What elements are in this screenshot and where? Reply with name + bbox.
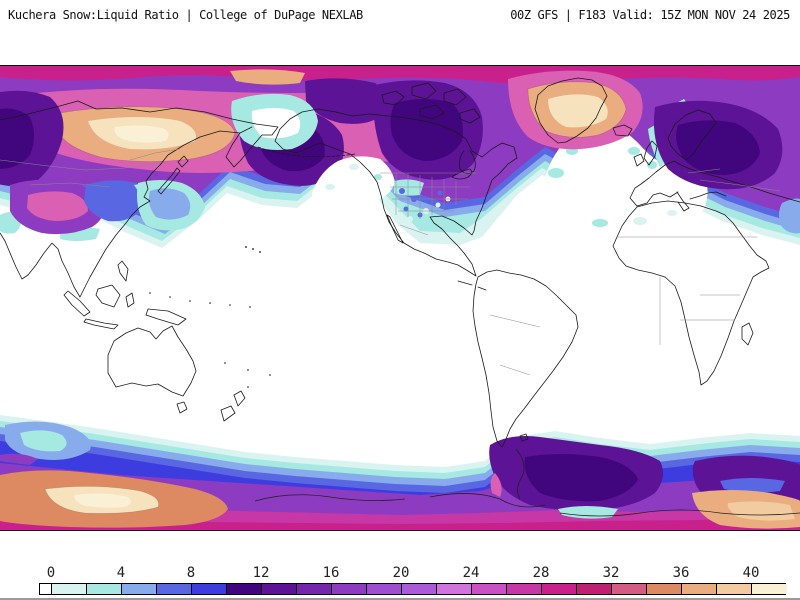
eurasia-coastline: [0, 100, 279, 136]
weather-map-svg: [0, 65, 800, 531]
map-title: Kuchera Snow:Liquid Ratio | College of D…: [8, 8, 363, 22]
new-zealand-coastline: [220, 390, 246, 422]
colorbar-cell: [262, 584, 297, 594]
okhotsk-coastline: [0, 130, 241, 298]
colorbar-tick-labels: 0 4 8 12 16 20 24 28 32 36 40: [39, 565, 786, 581]
colorbar-scale: [39, 583, 787, 595]
us-state-borders: [380, 172, 476, 236]
weather-map: [0, 65, 800, 531]
japan-coastline: [157, 155, 189, 195]
aleutian-islands: [257, 146, 356, 158]
us-rockies-speckles: [394, 179, 451, 222]
south-band: [0, 415, 800, 531]
greenland-coastline: [534, 77, 608, 144]
colorbar-tick-label: 40: [742, 565, 760, 581]
colorbar-cell: [40, 584, 52, 594]
colorbar-cell: [87, 584, 122, 594]
baja-coastline: [386, 214, 404, 244]
colorbar-cell: [682, 584, 717, 594]
north-atlantic-clear-area: [540, 121, 708, 237]
colorbar-cell: [752, 584, 787, 594]
colorbar-tick-label: 20: [392, 565, 410, 581]
greenland-high-ratio-blob: [508, 70, 643, 150]
uk-ireland-coastline: [633, 140, 658, 167]
hudson-bay-coastline: [459, 150, 476, 174]
antarctic-warm-core-left: [0, 470, 228, 528]
colorbar-tick-label: 12: [252, 565, 270, 581]
antarctica-coastline: [254, 448, 800, 517]
colorbar-cell: [367, 584, 402, 594]
bottom-divider: [0, 598, 800, 600]
colorbar-tick-label: 32: [602, 565, 620, 581]
colorbar-cell: [717, 584, 752, 594]
colorbar-cell: [577, 584, 612, 594]
indonesia-coastline: [63, 260, 187, 330]
model-run-info: 00Z GFS | F183 Valid: 15Z MON NOV 24 202…: [510, 8, 790, 22]
arctic-islands-coastline: [381, 82, 481, 124]
scandinavia-coastline: [667, 109, 717, 161]
colorbar-cell: [612, 584, 647, 594]
tasmania-coastline: [176, 401, 188, 414]
madagascar-coastline: [741, 322, 754, 346]
colorbar-cell: [332, 584, 367, 594]
north-america-coastline: [274, 108, 518, 277]
antarctic-warm-core-right: [692, 490, 800, 529]
colorbar-cell: [227, 584, 262, 594]
colorbar-tick-label: 8: [186, 565, 196, 581]
colorbar-tick-label: 16: [322, 565, 340, 581]
south-pacific-swirl: [0, 421, 91, 465]
colorbar-cell: [542, 584, 577, 594]
colorbar-tick-label: 36: [672, 565, 690, 581]
europe-borders: [687, 168, 781, 192]
kamchatka-coastline: [225, 126, 263, 168]
antarctic-dark-purple-masses: [489, 436, 800, 519]
africa-borders: [617, 236, 757, 345]
colorbar-cell: [472, 584, 507, 594]
coastlines: [0, 77, 800, 448]
small-islands: [149, 246, 271, 388]
europe-coastline: [629, 160, 800, 212]
colorbar: 0 4 8 12 16 20 24 28 32 36 40: [0, 560, 800, 600]
colorbar-cell: [122, 584, 157, 594]
tibet-blob: [0, 179, 800, 241]
colorbar-cell: [192, 584, 227, 594]
iceland-coastline: [612, 124, 633, 137]
colorbar-cell: [402, 584, 437, 594]
colorbar-tick-label: 4: [116, 565, 126, 581]
map-frame: [0, 65, 800, 531]
south-america-coastline: [472, 269, 579, 448]
falkland-coastline: [519, 433, 529, 442]
colorbar-cell: [157, 584, 192, 594]
north-band: [0, 65, 800, 248]
asia-borders: [0, 148, 181, 188]
country-borders: [0, 148, 781, 376]
east-asia-snow-tongue: [137, 180, 205, 231]
bering-cyan-pocket: [231, 93, 318, 150]
colorbar-cell: [297, 584, 332, 594]
caribbean-islands: [457, 280, 487, 291]
south-america-borders: [489, 314, 541, 376]
colorbar-tick-label: 28: [532, 565, 550, 581]
colorbar-tick-label: 24: [462, 565, 480, 581]
australia-coastline: [107, 325, 197, 397]
colorbar-cell: [52, 584, 87, 594]
colorbar-cell: [647, 584, 682, 594]
colorbar-cell: [507, 584, 542, 594]
africa-coastline: [612, 200, 770, 386]
gulf-of-alaska-clear-area: [312, 156, 395, 205]
colorbar-tick-label: 0: [46, 565, 56, 581]
colorbar-cell: [437, 584, 472, 594]
